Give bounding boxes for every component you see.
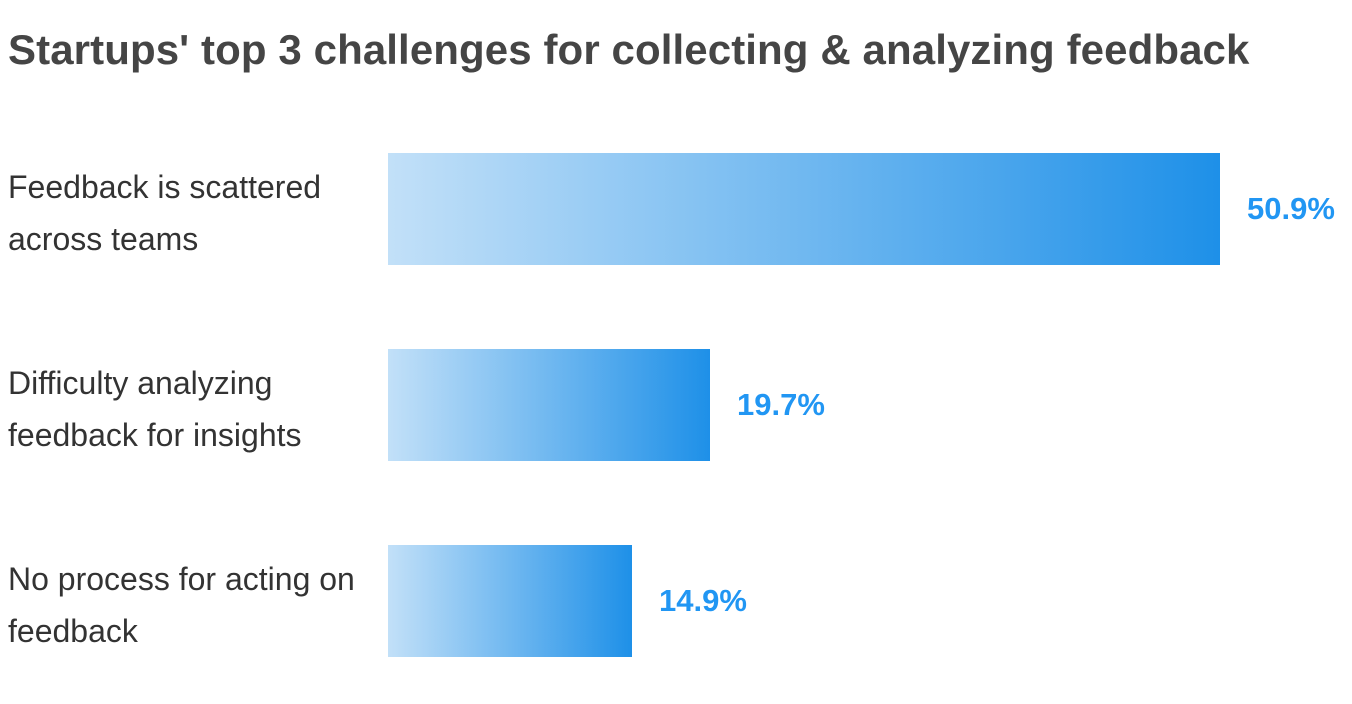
value-label: 19.7% <box>737 387 825 422</box>
bar <box>388 545 632 657</box>
value-label: 14.9% <box>659 583 747 618</box>
chart-title: Startups' top 3 challenges for collectin… <box>8 26 1250 73</box>
value-label: 50.9% <box>1247 191 1335 226</box>
category-label: No process for acting on feedback <box>8 561 355 649</box>
bar-row: Feedback is scattered across teams 50.9% <box>0 153 1352 265</box>
bar-row: Difficulty analyzing feedback for insigh… <box>0 349 1352 461</box>
bar <box>388 153 1220 265</box>
bar-row: No process for acting on feedback 14.9% <box>0 545 1352 657</box>
category-label: Difficulty analyzing feedback for insigh… <box>8 365 302 453</box>
bar <box>388 349 710 461</box>
category-label: Feedback is scattered across teams <box>8 169 322 257</box>
